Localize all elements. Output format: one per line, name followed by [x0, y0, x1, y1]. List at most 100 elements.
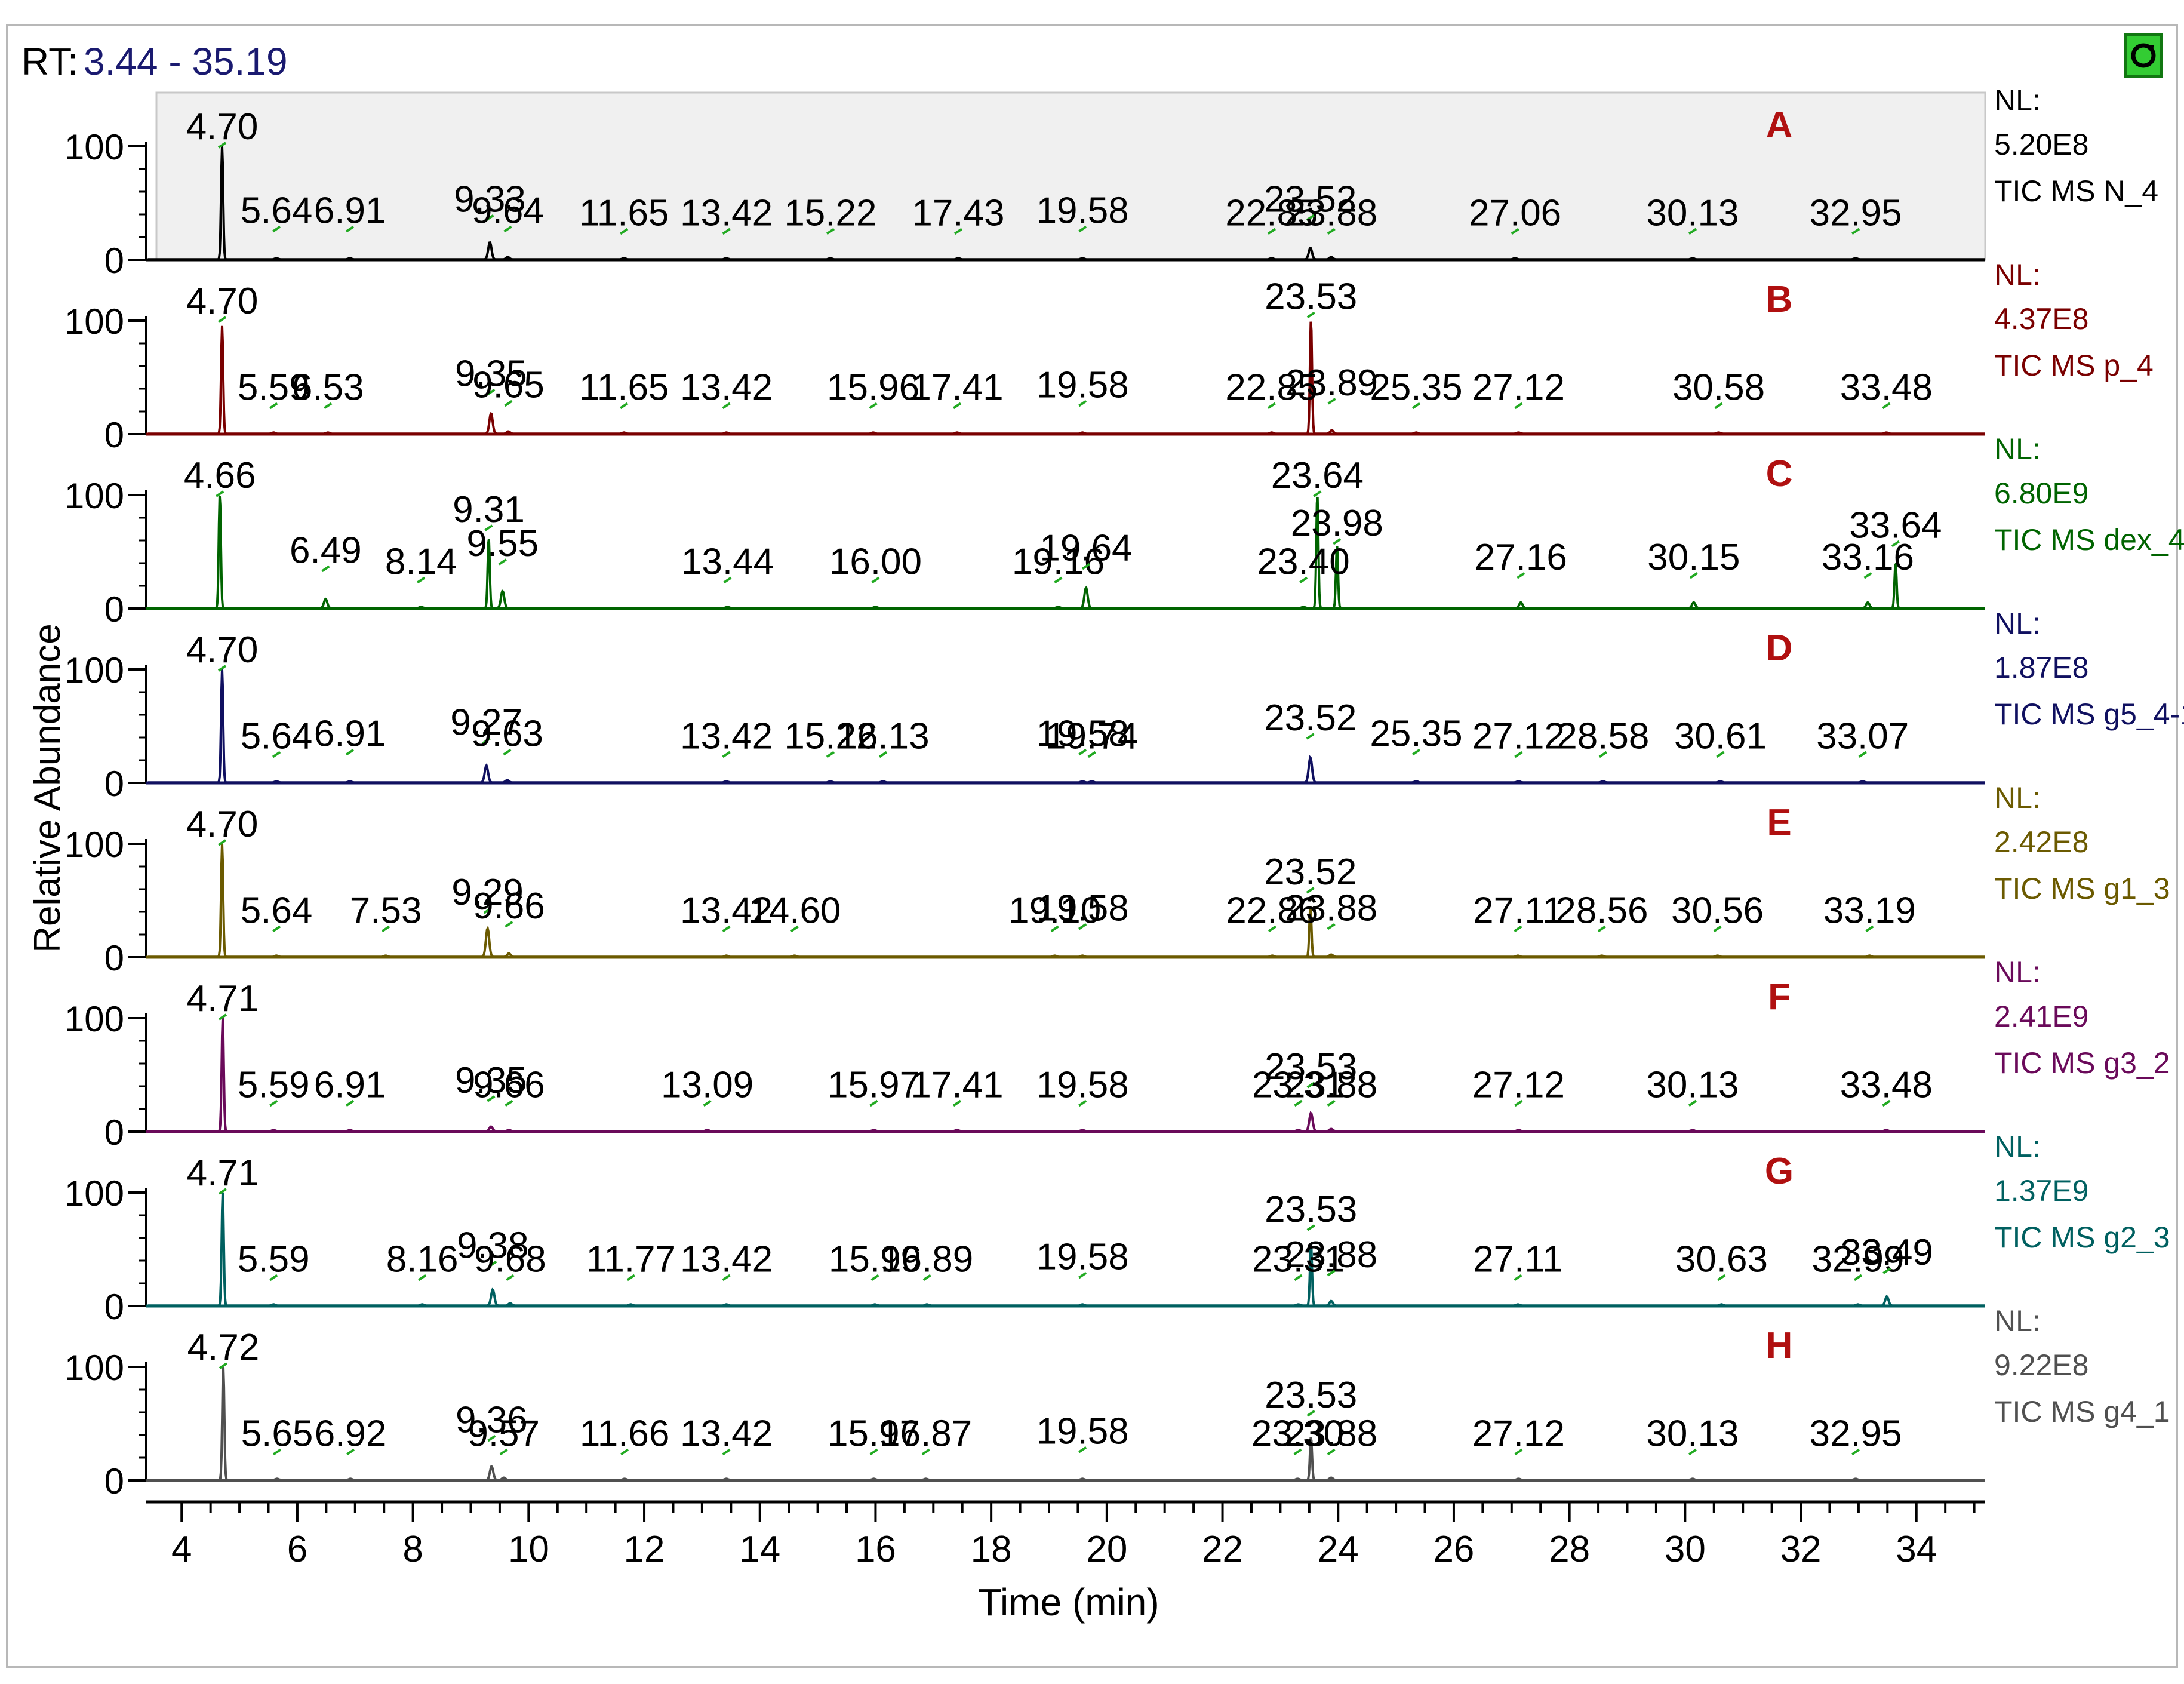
- peak-label: 19.58: [1036, 714, 1129, 755]
- peak-marker: [722, 1448, 731, 1456]
- y-tick-label: 0: [104, 1287, 124, 1327]
- peak-marker: [1327, 1448, 1336, 1456]
- peak-marker: [869, 1448, 878, 1456]
- peak-marker: [1294, 1274, 1303, 1282]
- peak-label: 19.58: [1036, 1237, 1129, 1278]
- peak-label: 4.70: [186, 629, 259, 671]
- x-tick-label: 18: [971, 1529, 1012, 1570]
- peak-marker: [345, 748, 355, 756]
- peak-marker: [722, 1274, 731, 1282]
- peak-label: 30.13: [1646, 1064, 1739, 1105]
- peak-marker: [1411, 402, 1421, 410]
- peak-marker: [1598, 751, 1607, 758]
- peak-label: 23.53: [1265, 276, 1357, 317]
- peak-marker: [1306, 214, 1315, 222]
- trace-line: [148, 1192, 1985, 1307]
- peak-label: 23.88: [1285, 1064, 1377, 1105]
- peak-label: 33.48: [1840, 367, 1933, 408]
- peak-label: 32.99: [1811, 1239, 1904, 1280]
- peak-marker: [1078, 1099, 1087, 1107]
- peak-marker: [1306, 311, 1315, 319]
- peak-marker: [952, 1099, 962, 1107]
- nl-value: 2.42E8: [1994, 825, 2088, 859]
- peak-label: 19.58: [1036, 1064, 1129, 1105]
- peak-label: 13.09: [661, 1064, 753, 1105]
- trace-line: [148, 1018, 1985, 1133]
- nl-value: 2.41E9: [1994, 1000, 2088, 1033]
- y-tick-label: 0: [104, 764, 124, 804]
- y-tick-label: 0: [104, 938, 124, 978]
- peak-label: 6.53: [292, 367, 364, 408]
- panel-letter: B: [1766, 279, 1793, 320]
- peak-marker: [217, 142, 227, 149]
- y-tick-label: 0: [104, 415, 124, 455]
- x-tick-label: 26: [1433, 1529, 1474, 1570]
- y-tick-label: 100: [64, 1348, 124, 1388]
- peak-marker: [1882, 402, 1891, 410]
- peak-label: 22.85: [1225, 192, 1318, 233]
- peak-label: 33.16: [1822, 537, 1914, 578]
- peak-label: 13.42: [680, 1239, 773, 1280]
- peak-label: 9.35: [455, 354, 527, 395]
- peak-label: 27.12: [1472, 1064, 1565, 1105]
- peak-marker: [722, 228, 731, 235]
- peak-marker: [1306, 1224, 1315, 1231]
- peak-marker: [723, 576, 732, 584]
- peak-marker: [1294, 1099, 1303, 1107]
- peak-marker: [498, 558, 507, 566]
- peak-marker: [620, 228, 629, 235]
- refresh-icon[interactable]: [2124, 33, 2163, 78]
- peak-marker: [218, 1188, 227, 1195]
- peak-marker: [1054, 576, 1063, 584]
- peak-marker: [217, 665, 227, 672]
- peak-marker: [1313, 490, 1322, 497]
- peak-label: 30.13: [1646, 192, 1739, 233]
- x-tick-label: 30: [1665, 1529, 1706, 1570]
- trace-name: TIC MS g1_3: [1994, 872, 2170, 905]
- peak-label: 4.70: [186, 281, 259, 322]
- y-tick-label: 100: [64, 650, 124, 690]
- peak-label: 22.86: [1226, 890, 1318, 931]
- peak-label: 23.98: [1291, 503, 1383, 544]
- peak-marker: [620, 1448, 629, 1456]
- peak-marker: [1517, 572, 1525, 579]
- peak-marker: [1087, 751, 1096, 758]
- peak-label: 27.12: [1472, 715, 1565, 757]
- peak-label: 11.77: [586, 1239, 676, 1280]
- peak-marker: [482, 737, 491, 745]
- peak-marker: [1050, 925, 1059, 933]
- panel-letter: H: [1766, 1325, 1793, 1366]
- peak-marker: [483, 907, 492, 914]
- peak-marker: [1078, 748, 1087, 756]
- peak-label: 13.42: [680, 715, 773, 757]
- peak-marker: [1411, 748, 1421, 756]
- peak-label: 5.64: [241, 890, 313, 931]
- rt-label: RT:: [21, 40, 78, 83]
- peak-marker: [722, 402, 731, 410]
- x-tick-label: 8: [402, 1529, 423, 1570]
- y-axis-title: Relative Abundance: [27, 623, 68, 953]
- peak-label: 33.19: [1823, 890, 1916, 931]
- trace-name: TIC MS g5_4-1: [1994, 697, 2184, 731]
- peak-marker: [1306, 887, 1315, 894]
- nl-value: 9.22E8: [1994, 1348, 2088, 1382]
- nl-value: 1.37E9: [1994, 1174, 2088, 1207]
- peak-marker: [620, 402, 629, 410]
- peak-marker: [1688, 1099, 1697, 1107]
- peak-label: 11.65: [579, 367, 669, 408]
- peak-label: 9.57: [467, 1413, 540, 1454]
- peak-marker: [1689, 572, 1698, 579]
- y-tick-label: 100: [64, 825, 124, 865]
- peak-marker: [869, 1099, 878, 1107]
- peak-label: 19.16: [1012, 541, 1105, 582]
- peak-marker: [869, 402, 878, 410]
- peak-marker: [1597, 925, 1606, 933]
- peak-label: 30.63: [1675, 1239, 1768, 1280]
- peak-marker: [871, 576, 880, 584]
- y-tick-label: 0: [104, 1461, 124, 1501]
- panel-c: 0 100 4.66 6.49 8.14 9.319.55 13.44 16.00 19.161…: [64, 432, 2184, 629]
- peak-label: 19.58: [1036, 365, 1129, 406]
- peak-label: 23.52: [1264, 852, 1356, 893]
- peak-label: 6.91: [314, 714, 386, 755]
